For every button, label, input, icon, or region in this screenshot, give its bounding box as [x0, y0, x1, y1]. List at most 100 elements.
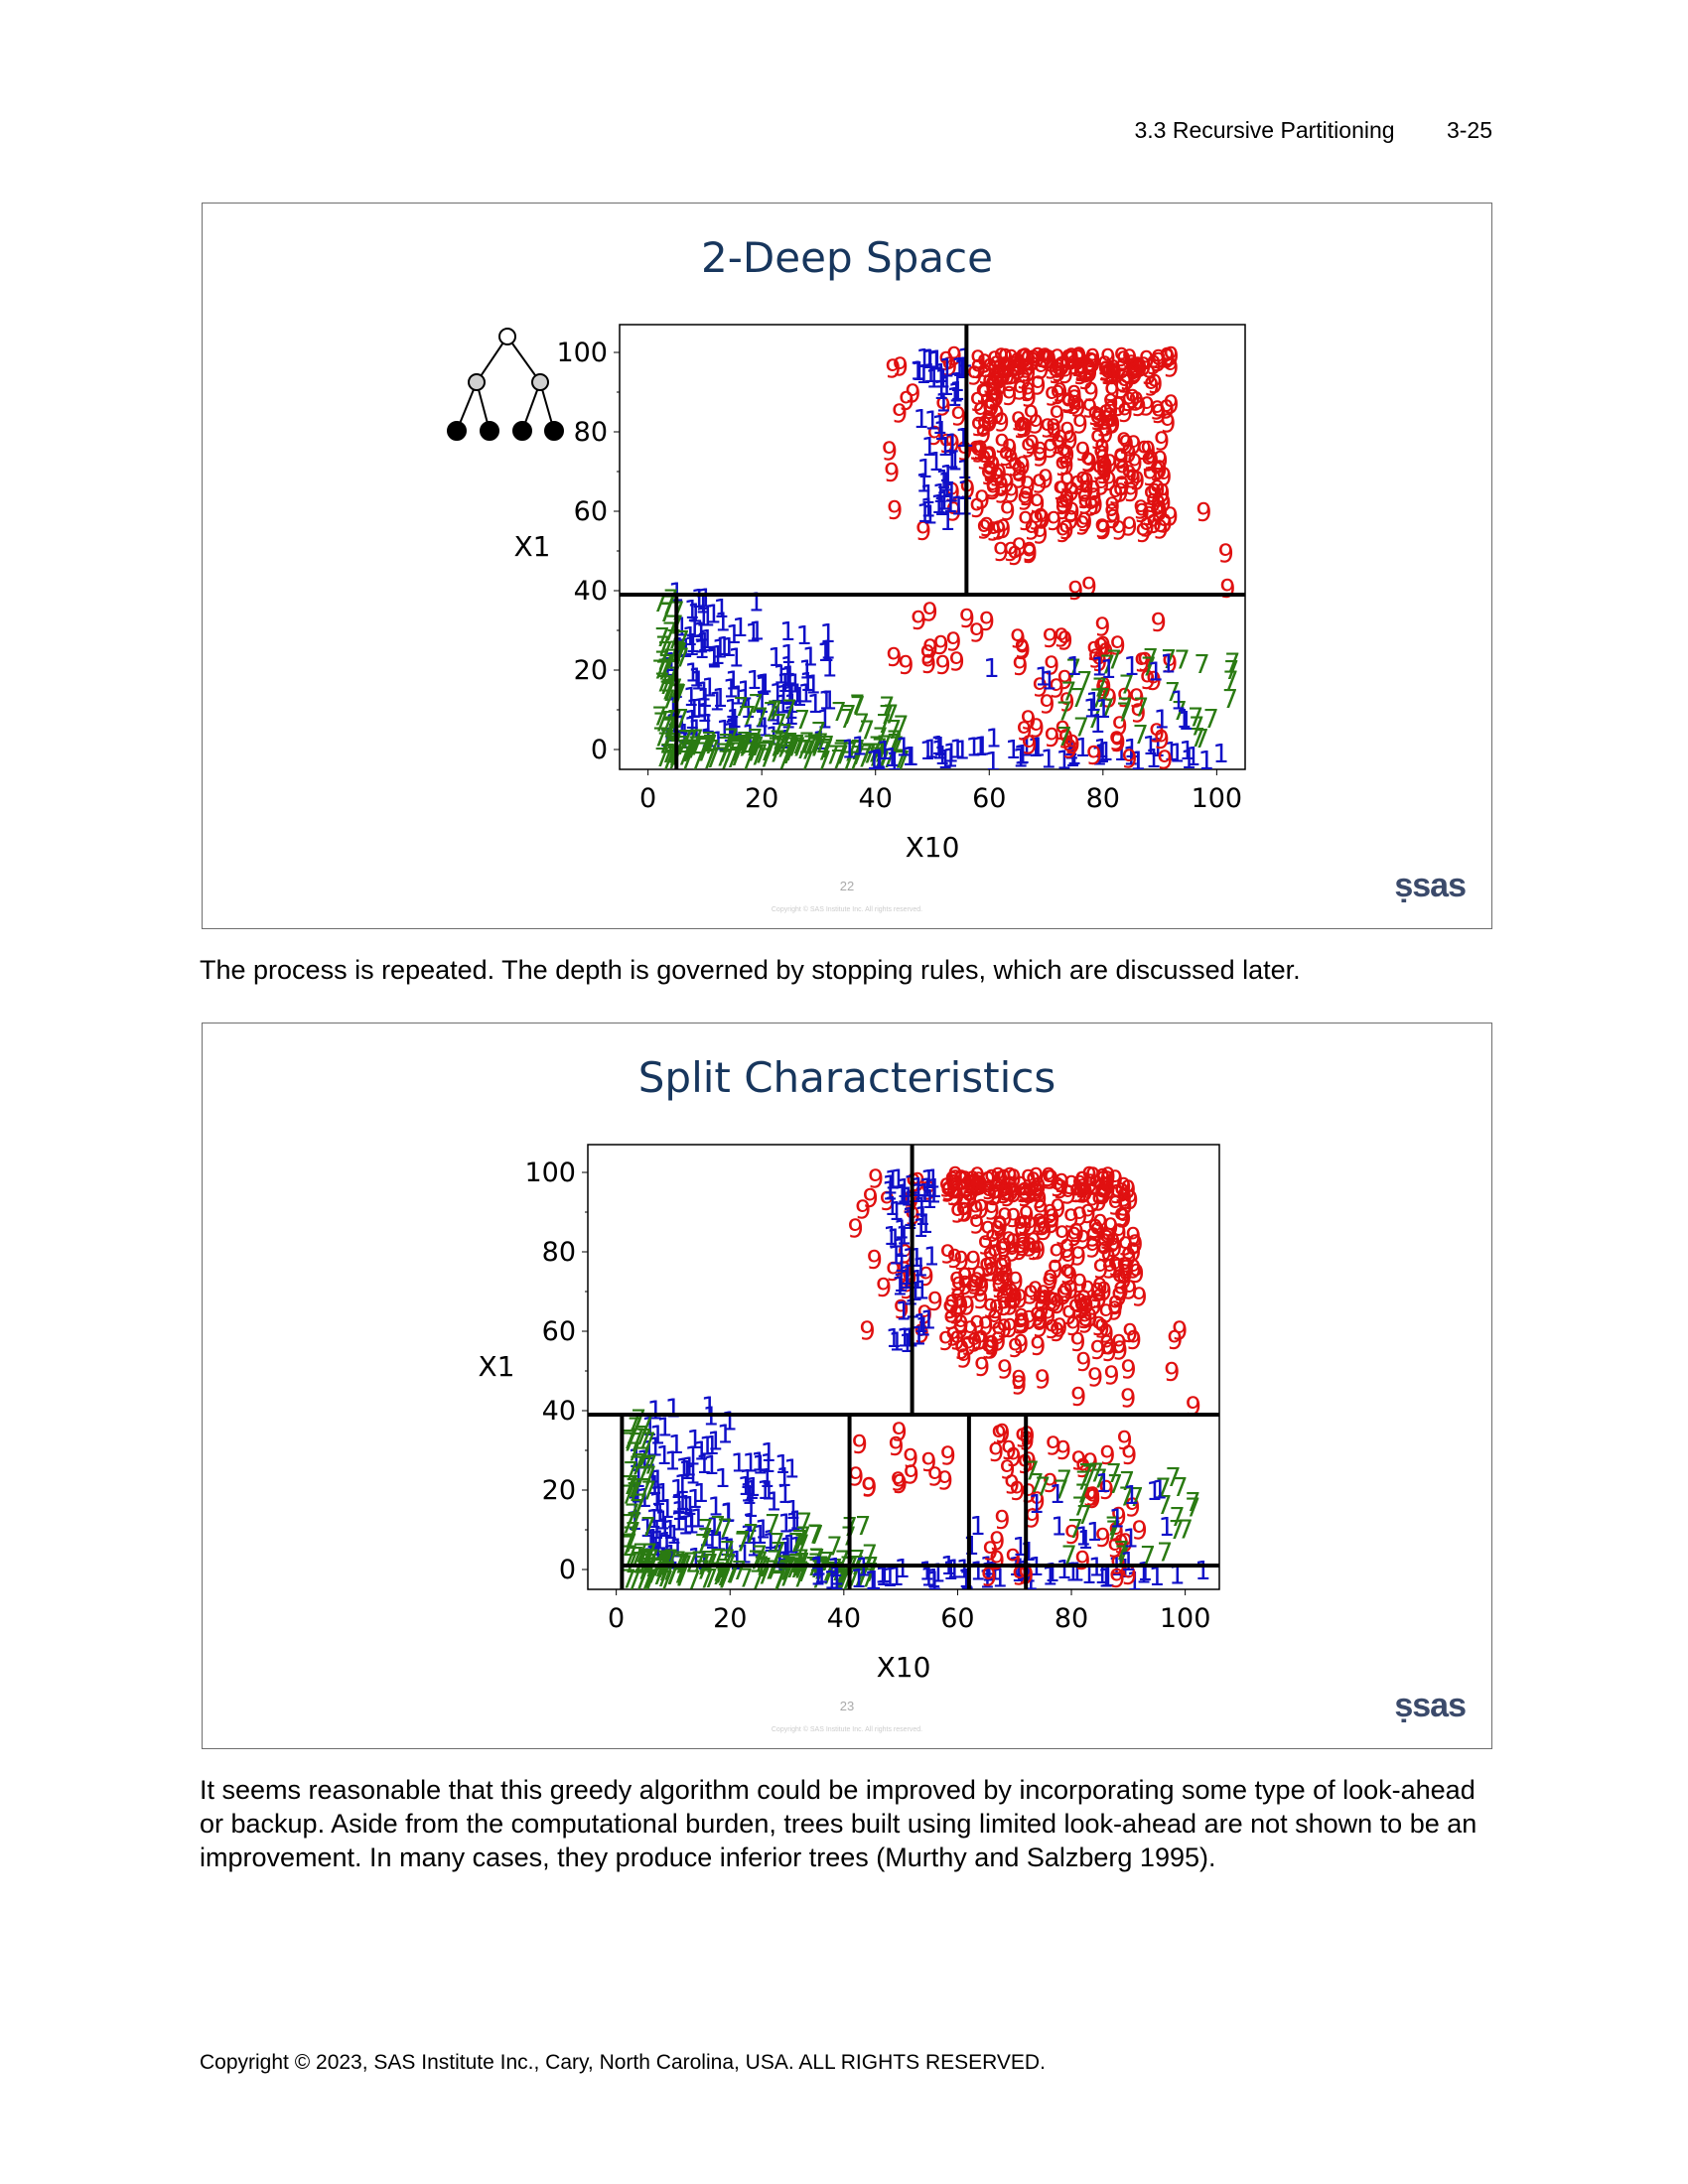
point-label-9: 9 [986, 372, 1003, 402]
point-label-9: 9 [1087, 491, 1104, 521]
point-label-1: 1 [1123, 1481, 1140, 1511]
point-label-9: 9 [969, 1171, 986, 1201]
point-label-1: 1 [697, 684, 714, 714]
point-label-1: 1 [916, 499, 933, 529]
point-label-7: 7 [807, 733, 824, 762]
point-label-9: 9 [984, 385, 1001, 415]
point-label-9: 9 [1035, 1212, 1052, 1242]
point-label-9: 9 [876, 1274, 893, 1303]
point-label-9: 9 [944, 1291, 961, 1320]
point-label-7: 7 [723, 725, 740, 754]
point-label-1: 1 [934, 365, 951, 395]
point-label-9: 9 [1067, 1296, 1084, 1325]
point-label-9: 9 [1085, 1224, 1102, 1254]
point-label-1: 1 [896, 1222, 913, 1252]
point-label-1: 1 [985, 748, 1002, 777]
point-label-7: 7 [1060, 678, 1077, 708]
point-label-9: 9 [977, 1312, 994, 1342]
point-label-9: 9 [970, 1172, 987, 1202]
point-label-9: 9 [956, 1344, 973, 1374]
point-label-9: 9 [993, 343, 1010, 373]
point-label-1: 1 [1142, 732, 1159, 761]
point-label-7: 7 [738, 732, 755, 761]
point-label-9: 9 [1135, 353, 1152, 383]
point-label-1: 1 [938, 353, 955, 383]
point-label-9: 9 [1011, 356, 1028, 386]
point-label-9: 9 [1032, 470, 1049, 499]
point-label-1: 1 [701, 674, 718, 704]
point-label-9: 9 [1164, 1358, 1181, 1388]
point-label-9: 9 [1101, 359, 1118, 389]
point-label-1: 1 [716, 632, 733, 662]
point-label-9: 9 [1057, 725, 1074, 754]
point-label-9: 9 [1012, 1286, 1029, 1315]
point-label-9: 9 [995, 360, 1012, 390]
point-label-7: 7 [736, 731, 753, 760]
point-label-1: 1 [949, 377, 966, 407]
point-label-9: 9 [1015, 1233, 1032, 1263]
point-label-9: 9 [1032, 674, 1049, 704]
point-label-9: 9 [995, 362, 1012, 392]
point-label-1: 1 [939, 507, 956, 537]
point-label-9: 9 [1032, 1287, 1049, 1316]
point-label-1: 1 [821, 687, 838, 717]
point-label-9: 9 [1163, 390, 1180, 420]
point-label-7: 7 [802, 732, 819, 761]
point-label-9: 9 [945, 498, 962, 528]
point-label-1: 1 [922, 359, 939, 389]
point-label-7: 7 [878, 701, 895, 731]
point-label-9: 9 [862, 1184, 879, 1214]
point-label-7: 7 [753, 703, 770, 733]
point-label-9: 9 [1098, 400, 1115, 430]
point-label-9: 9 [981, 1176, 998, 1206]
point-label-9: 9 [1163, 354, 1180, 384]
point-label-9: 9 [1050, 345, 1066, 375]
point-label-9: 9 [1056, 626, 1073, 656]
point-label-9: 9 [1042, 1270, 1058, 1299]
point-label-9: 9 [1113, 446, 1130, 476]
point-label-1: 1 [687, 600, 704, 629]
point-label-1: 1 [788, 680, 805, 710]
point-label-9: 9 [1086, 483, 1103, 513]
x-tick-label: 80 [1086, 783, 1120, 814]
point-label-9: 9 [1077, 1178, 1094, 1208]
point-label-9: 9 [998, 1269, 1015, 1298]
point-label-9: 9 [1123, 1186, 1140, 1216]
point-label-7: 7 [855, 745, 872, 774]
point-label-9: 9 [1111, 1330, 1128, 1360]
point-label-1: 1 [938, 372, 955, 402]
point-label-9: 9 [1133, 496, 1150, 526]
point-label-9: 9 [990, 360, 1007, 390]
point-label-9: 9 [1107, 1253, 1124, 1283]
point-label-1: 1 [754, 690, 771, 720]
point-label-7: 7 [659, 726, 676, 755]
point-label-9: 9 [1123, 351, 1140, 381]
point-label-7: 7 [1098, 694, 1115, 724]
point-label-7: 7 [1065, 655, 1082, 685]
point-label-1: 1 [921, 433, 938, 463]
point-label-9: 9 [984, 1332, 1001, 1362]
point-label-9: 9 [1162, 650, 1179, 680]
point-label-9: 9 [1017, 1178, 1034, 1208]
point-label-7: 7 [687, 732, 704, 761]
point-label-9: 9 [1006, 1204, 1023, 1234]
point-label-9: 9 [996, 353, 1013, 383]
point-label-1: 1 [983, 654, 1000, 684]
point-label-9: 9 [987, 1175, 1004, 1205]
point-label-9: 9 [1026, 346, 1043, 376]
point-label-9: 9 [976, 381, 993, 411]
point-label-9: 9 [1151, 345, 1168, 375]
point-label-9: 9 [940, 1441, 957, 1471]
point-label-9: 9 [1044, 1205, 1060, 1235]
point-label-9: 9 [957, 1272, 974, 1301]
point-label-7: 7 [881, 745, 898, 774]
point-label-9: 9 [1105, 355, 1122, 385]
point-label-7: 7 [765, 1510, 781, 1540]
point-label-1: 1 [686, 695, 703, 725]
point-label-9: 9 [999, 1177, 1016, 1207]
point-label-9: 9 [1048, 1256, 1064, 1286]
point-label-7: 7 [771, 1538, 787, 1568]
point-label-7: 7 [684, 736, 701, 765]
point-label-9: 9 [997, 1234, 1014, 1264]
point-label-9: 9 [940, 1178, 957, 1208]
